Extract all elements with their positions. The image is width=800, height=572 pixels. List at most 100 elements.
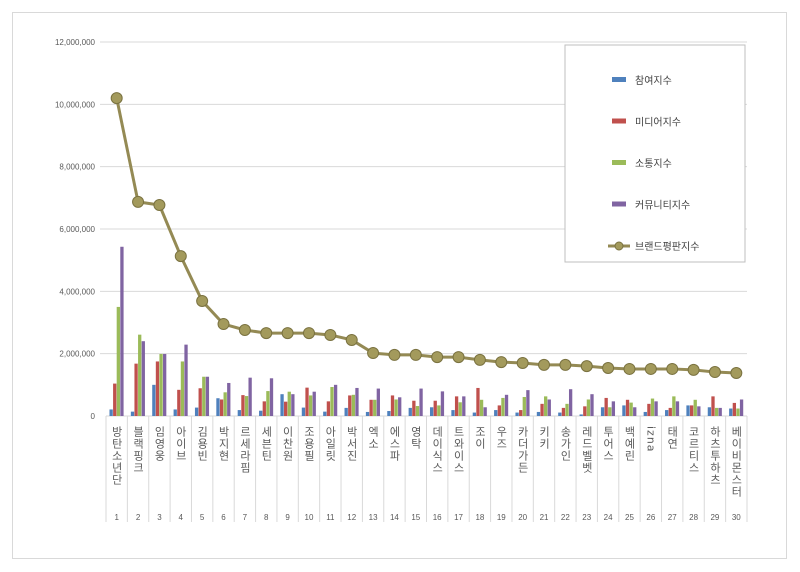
- bar-1-6: [216, 398, 220, 416]
- bar-4-14: [398, 397, 402, 416]
- x-category-label: 이찬원: [281, 426, 294, 462]
- bar-3-20: [522, 396, 526, 416]
- bar-2-9: [284, 401, 288, 416]
- bar-1-22: [558, 412, 562, 416]
- bar-1-16: [429, 407, 434, 416]
- x-rank-label: 12: [347, 513, 356, 522]
- brand-index-point-2: [132, 195, 145, 208]
- brand-index-point-30: [730, 366, 743, 379]
- x-category-label: 데이식스: [431, 426, 444, 474]
- bar-2-23: [583, 406, 587, 416]
- legend-swatch-4: [612, 201, 626, 207]
- x-category-label: 방탄소년단: [110, 426, 123, 486]
- bar-3-4: [180, 361, 185, 416]
- legend-swatch-1: [612, 77, 626, 82]
- x-category-label: 르세라핌: [238, 426, 251, 474]
- bar-4-3: [163, 353, 167, 416]
- x-category-label: 김용빈: [196, 426, 209, 462]
- legend-label-4: 커뮤니티지수: [635, 200, 690, 212]
- x-category-label: 조용필: [302, 426, 315, 462]
- bar-1-15: [408, 407, 412, 416]
- bar-3-16: [437, 405, 441, 416]
- bar-1-8: [259, 410, 263, 416]
- x-category-label: 코르티스: [687, 426, 700, 474]
- bar-3-27: [672, 396, 676, 416]
- legend-label-5: 브랜드평판지수: [635, 241, 699, 253]
- brand-index-point-29: [708, 366, 721, 379]
- bar-1-2: [130, 411, 135, 416]
- x-rank-label: 27: [668, 513, 677, 522]
- x-category-label: 아일릿: [324, 426, 337, 462]
- bar-4-5: [205, 376, 210, 416]
- brand-index-point-8: [260, 327, 273, 340]
- bar-3-10: [308, 395, 313, 416]
- x-rank-label: 5: [200, 513, 205, 522]
- legend-swatch-3: [612, 160, 626, 165]
- bar-2-11: [326, 401, 331, 416]
- brand-index-point-4: [174, 250, 187, 263]
- bar-4-21: [547, 399, 551, 416]
- bar-4-27: [675, 401, 680, 416]
- bar-3-30: [736, 408, 740, 416]
- bar-3-19: [501, 397, 505, 416]
- x-category-label: 박서진: [345, 426, 358, 462]
- brand-index-point-14: [388, 348, 401, 361]
- bar-2-10: [305, 387, 309, 416]
- bar-2-3: [155, 361, 160, 416]
- bar-3-3: [159, 353, 163, 416]
- bar-2-26: [647, 403, 651, 416]
- bar-2-4: [177, 389, 181, 416]
- bar-2-18: [476, 387, 480, 416]
- x-rank-label: 18: [475, 513, 484, 522]
- bar-1-26: [643, 411, 647, 416]
- brand-index-point-5: [196, 294, 209, 307]
- brand-index-point-3: [153, 199, 166, 212]
- brand-index-point-17: [452, 351, 465, 364]
- bar-4-30: [739, 399, 744, 416]
- bar-4-9: [291, 394, 295, 416]
- bar-4-11: [333, 384, 338, 416]
- bar-2-25: [625, 399, 630, 416]
- bar-3-13: [373, 399, 377, 416]
- brand-index-point-27: [666, 362, 679, 375]
- brand-index-point-11: [324, 328, 337, 341]
- x-rank-label: 19: [497, 513, 506, 522]
- bar-2-2: [134, 363, 138, 416]
- bar-2-13: [369, 399, 373, 416]
- x-rank-label: 29: [710, 513, 719, 522]
- bar-1-20: [515, 412, 519, 416]
- y-tick-label: 2,000,000: [59, 350, 95, 359]
- bar-1-23: [579, 414, 583, 416]
- bar-1-3: [152, 384, 156, 416]
- bar-2-15: [412, 400, 416, 416]
- x-rank-label: 4: [179, 513, 184, 522]
- bar-3-24: [608, 407, 612, 416]
- x-category-label: 박지현: [217, 426, 230, 462]
- bar-2-22: [561, 407, 566, 416]
- bar-4-16: [440, 391, 445, 416]
- bar-3-26: [650, 398, 655, 416]
- x-category-label: 키키: [538, 426, 551, 450]
- bar-2-29: [711, 396, 715, 416]
- brand-index-point-21: [538, 358, 551, 371]
- x-rank-label: 26: [646, 513, 655, 522]
- bar-4-12: [355, 387, 359, 416]
- bar-3-6: [223, 392, 227, 416]
- bar-4-2: [141, 341, 145, 416]
- bar-4-10: [312, 391, 316, 416]
- y-tick-label: 8,000,000: [59, 163, 95, 172]
- x-category-label: 영탁: [409, 426, 422, 450]
- bar-2-19: [497, 405, 501, 416]
- bar-1-7: [237, 410, 241, 416]
- x-category-label: 우즈: [495, 426, 508, 450]
- bar-3-7: [244, 396, 249, 416]
- bar-4-29: [718, 407, 722, 416]
- bar-1-21: [536, 411, 541, 416]
- brand-index-point-28: [687, 363, 700, 376]
- x-category-label: 베이비몬스터: [730, 426, 743, 498]
- bar-3-8: [266, 391, 270, 416]
- chart-frame: [12, 12, 787, 559]
- x-category-label: 세븐틴: [260, 426, 273, 462]
- x-category-label: 카더가든: [516, 426, 529, 474]
